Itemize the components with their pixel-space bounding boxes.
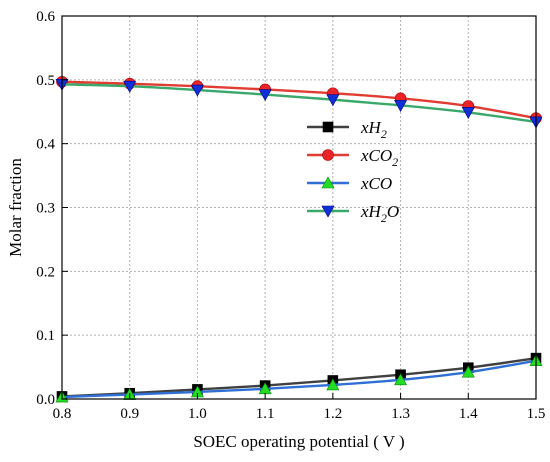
data-point (258, 89, 272, 102)
data-point (461, 107, 475, 120)
legend-label-text: xH (360, 118, 383, 137)
legend-marker (322, 149, 334, 161)
series-line (61, 356, 537, 398)
legend-label: xH2O (360, 202, 399, 225)
data-point (394, 373, 408, 386)
series-line (61, 83, 537, 124)
x-axis-title: SOEC operating potential ( V ) (193, 432, 404, 451)
series-line (61, 80, 537, 120)
legend-label-text: xH (360, 202, 383, 221)
grid (62, 16, 536, 399)
legend-entry: xH2 (307, 118, 387, 141)
legend-label: xH2 (360, 118, 387, 141)
legend-label: xCO2 (360, 146, 398, 169)
legend-entry: xCO (307, 174, 392, 193)
legend-entry: xCO2 (307, 146, 398, 169)
legend-label-tail: O (387, 202, 399, 221)
y-axis-title: Molar fraction (6, 158, 25, 257)
y-tick-label: 0.3 (36, 201, 55, 217)
axis-ticks: 0.8 0.9 1.0 1.1 1.2 1.3 1.4 1.5 0.0 0.1 0.2 0.3 0.4 0… (36, 9, 545, 422)
series-xCO (55, 354, 543, 403)
legend-label-text: xCO (360, 174, 392, 193)
series-line (61, 359, 537, 399)
x-tick-label: 1.5 (527, 406, 546, 422)
data-point (326, 94, 340, 107)
legend-label-subscript: 2 (381, 127, 387, 141)
series-layer (55, 75, 543, 403)
x-tick-label: 1.4 (459, 406, 478, 422)
data-point (326, 378, 340, 391)
data-point (190, 84, 204, 97)
x-tick-label: 1.2 (323, 406, 342, 422)
x-tick-label: 1.3 (391, 406, 410, 422)
y-tick-label: 0.0 (36, 392, 55, 408)
legend-marker (321, 205, 335, 218)
x-tick-label: 0.8 (53, 406, 72, 422)
y-tick-label: 0.2 (36, 264, 55, 280)
legend-entry: xH2O (307, 202, 399, 225)
y-tick-label: 0.6 (36, 9, 55, 25)
legend-label-text: xCO (360, 146, 392, 165)
x-tick-label: 1.1 (256, 406, 275, 422)
data-point (394, 100, 408, 112)
legend-label-subscript: 2 (392, 155, 398, 169)
y-tick-label: 0.1 (36, 328, 55, 344)
y-tick-label: 0.5 (36, 73, 55, 89)
data-point (461, 365, 475, 378)
y-tick-label: 0.4 (36, 137, 55, 153)
x-tick-label: 0.9 (120, 406, 139, 422)
data-point (123, 80, 137, 93)
x-tick-label: 1.0 (188, 406, 207, 422)
legend-label: xCO (360, 174, 392, 193)
legend-label-subscript: 2 (381, 211, 387, 225)
legend-marker (321, 176, 335, 189)
legend-marker (322, 121, 334, 133)
